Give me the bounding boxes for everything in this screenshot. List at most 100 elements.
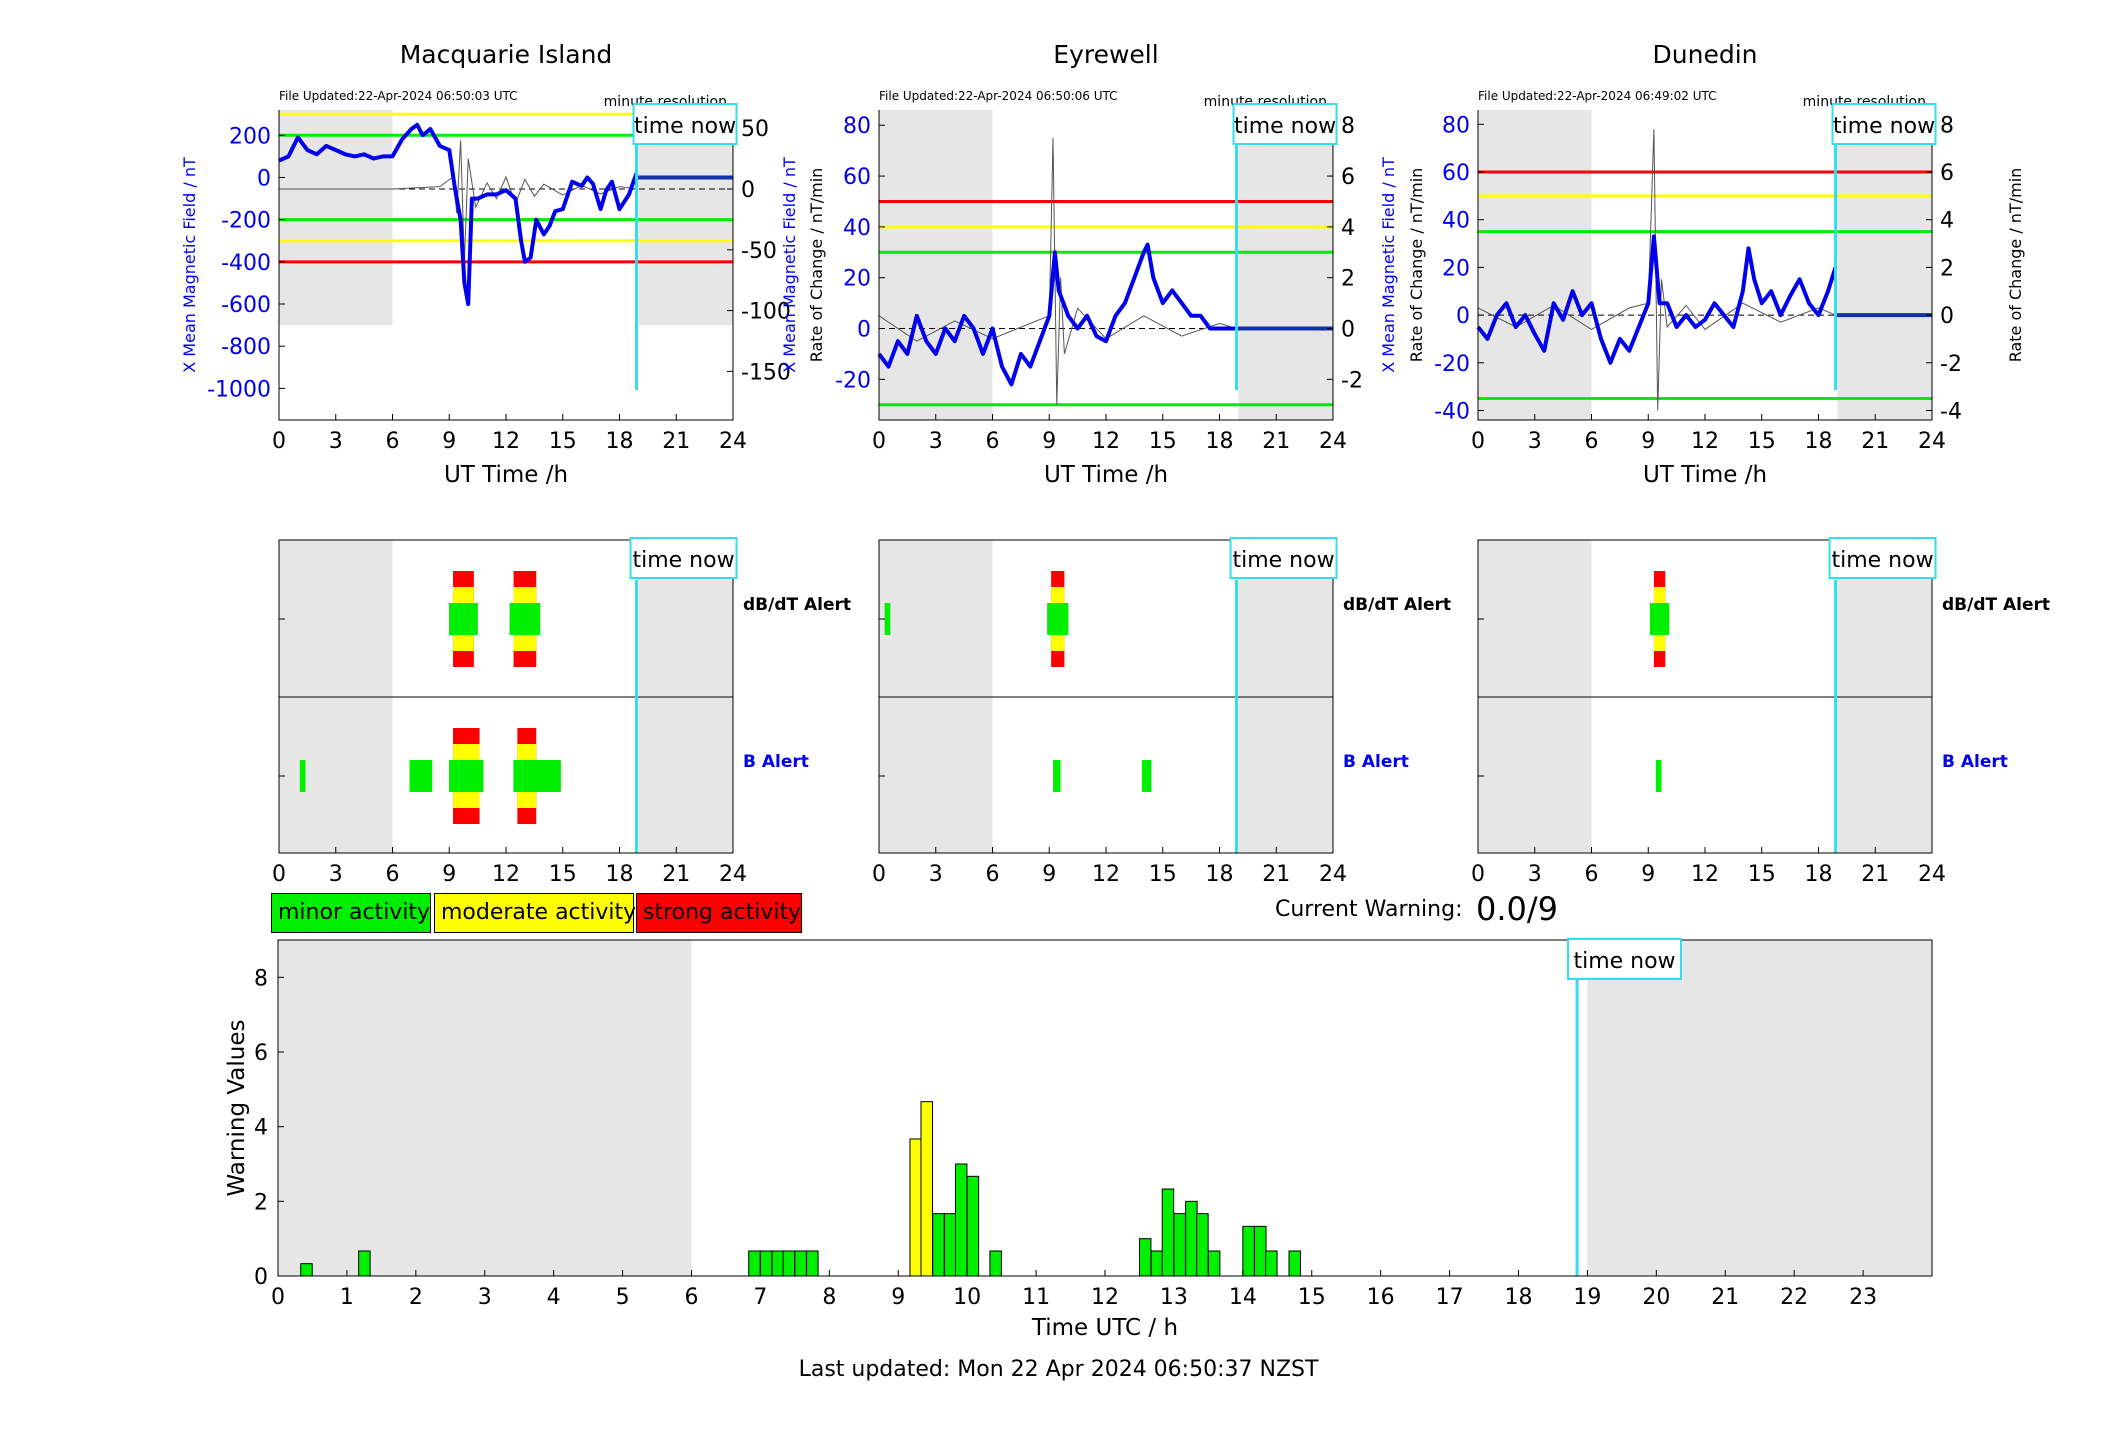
y-tick-label: 20 bbox=[1442, 256, 1470, 281]
time-now-marker-box bbox=[1567, 938, 1682, 980]
field-series-line bbox=[1476, 234, 1838, 365]
warning-bar bbox=[966, 1175, 980, 1277]
x-tick-label: 3 bbox=[329, 429, 343, 454]
x-tick-label: 18 bbox=[606, 862, 634, 887]
x-tick-label: 23 bbox=[1849, 1285, 1877, 1310]
y-tick-label: 0 bbox=[857, 318, 871, 343]
warning-bar bbox=[1138, 1238, 1152, 1277]
warning-bar bbox=[771, 1250, 785, 1277]
x-tick-label: 21 bbox=[1262, 429, 1290, 454]
legend-minor-label: minor activity bbox=[278, 900, 431, 925]
x-tick-label: 21 bbox=[662, 862, 690, 887]
time-now-marker-box bbox=[629, 537, 738, 579]
time-now-marker-label: time now bbox=[1831, 548, 1933, 573]
y-right-tick-label: 4 bbox=[1940, 209, 1954, 234]
x-tick-label: 0 bbox=[872, 429, 886, 454]
warning-bar bbox=[1196, 1213, 1209, 1277]
x-tick-label: 10 bbox=[953, 1285, 981, 1310]
x-tick-label: 15 bbox=[1149, 862, 1177, 887]
y-tick-label: -20 bbox=[835, 368, 871, 393]
warning-bar bbox=[1254, 1225, 1267, 1277]
x-tick-label: 7 bbox=[753, 1285, 767, 1310]
file-updated-text: File Updated:22-Apr-2024 06:50:06 UTC bbox=[879, 89, 1118, 103]
x-tick-label: 22 bbox=[1780, 1285, 1808, 1310]
x-axis-label: UT Time /h bbox=[1044, 462, 1168, 488]
y-right-tick-label: -150 bbox=[741, 360, 791, 385]
y-tick-label: -1000 bbox=[207, 377, 271, 402]
warning-bar bbox=[1161, 1188, 1175, 1277]
warning-bar bbox=[943, 1213, 957, 1277]
warning-bar bbox=[806, 1250, 819, 1277]
x-tick-label: 12 bbox=[1091, 1285, 1119, 1310]
x-tick-label: 15 bbox=[1748, 429, 1776, 454]
x-tick-label: 9 bbox=[442, 862, 456, 887]
y-tick-label: 40 bbox=[843, 216, 871, 241]
x-tick-label: 17 bbox=[1436, 1285, 1464, 1310]
x-axis-label: UT Time /h bbox=[444, 462, 568, 488]
y-right-tick-label: 8 bbox=[1341, 114, 1355, 139]
y-tick-label: 80 bbox=[843, 114, 871, 139]
shade-region bbox=[638, 110, 733, 326]
y-right-tick-label: -2 bbox=[1341, 368, 1363, 393]
x-tick-label: 9 bbox=[1042, 862, 1056, 887]
alert-block-minor bbox=[449, 603, 478, 635]
x-tick-label: 24 bbox=[1319, 429, 1347, 454]
time-now-marker-label: time now bbox=[1833, 114, 1935, 139]
y-tick-label: 0 bbox=[254, 1265, 268, 1290]
warning-bar bbox=[909, 1138, 922, 1277]
shade-region bbox=[879, 110, 993, 420]
x-tick-label: 12 bbox=[1691, 429, 1719, 454]
y-tick-label: 2 bbox=[254, 1190, 268, 1215]
station-title: Dunedin bbox=[1653, 40, 1758, 69]
x-tick-label: 12 bbox=[492, 429, 520, 454]
y-right-axis-label: Rate of Change / nT/min bbox=[2006, 168, 2025, 363]
y-tick-label: -800 bbox=[221, 335, 271, 360]
warning-bar bbox=[1150, 1250, 1164, 1277]
alert-row-label: dB/dT Alert bbox=[1942, 595, 2050, 615]
alert-row-label: B Alert bbox=[1343, 752, 1409, 772]
y-tick-label: 0 bbox=[1456, 304, 1470, 329]
x-tick-label: 21 bbox=[1861, 429, 1889, 454]
y-tick-label: 200 bbox=[229, 124, 271, 149]
x-tick-label: 15 bbox=[549, 429, 577, 454]
x-tick-label: 1 bbox=[340, 1285, 354, 1310]
station-panel-2: Dunedin File Updated:22-Apr-2024 06:49:02… bbox=[1379, 40, 2025, 488]
x-tick-label: 0 bbox=[1471, 862, 1485, 887]
time-now-marker-label: time now bbox=[1573, 949, 1675, 974]
x-axis-label: UT Time /h bbox=[1643, 462, 1767, 488]
x-tick-label: 15 bbox=[1149, 429, 1177, 454]
x-tick-label: 6 bbox=[986, 429, 1000, 454]
y-axis-label: X Mean Magnetic Field / nT bbox=[1379, 157, 1398, 373]
x-axis-label: Time UTC / h bbox=[1031, 1315, 1178, 1341]
x-tick-label: 21 bbox=[1711, 1285, 1739, 1310]
x-tick-label: 9 bbox=[1641, 429, 1655, 454]
alert-panel-1: dB/dT Alert B Alert 0 3 6 9 12 15 18 21 24 bbox=[872, 539, 1451, 887]
alert-block-minor bbox=[1141, 760, 1152, 792]
x-tick-label: 18 bbox=[1805, 862, 1833, 887]
x-tick-label: 18 bbox=[1505, 1285, 1533, 1310]
y-tick-label: 80 bbox=[1442, 113, 1470, 138]
x-tick-label: 24 bbox=[1918, 862, 1946, 887]
x-tick-label: 18 bbox=[1206, 429, 1234, 454]
x-tick-label: 0 bbox=[272, 862, 286, 887]
x-tick-label: 3 bbox=[929, 429, 943, 454]
time-now-marker-box bbox=[632, 103, 738, 145]
x-tick-label: 4 bbox=[547, 1285, 561, 1310]
station-panel-0: Macquarie Island File Updated:22-Apr-2024… bbox=[180, 40, 826, 488]
x-tick-label: 12 bbox=[1092, 429, 1120, 454]
time-now-marker-box bbox=[1831, 103, 1937, 145]
shade-region bbox=[1587, 940, 1932, 1276]
x-tick-label: 6 bbox=[685, 1285, 699, 1310]
station-title: Eyrewell bbox=[1053, 40, 1158, 69]
x-tick-label: 24 bbox=[719, 429, 747, 454]
alert-row-label: B Alert bbox=[1942, 752, 2008, 772]
y-tick-label: -600 bbox=[221, 293, 271, 318]
x-tick-label: 11 bbox=[1022, 1285, 1050, 1310]
x-tick-label: 5 bbox=[616, 1285, 630, 1310]
y-axis-label: X Mean Magnetic Field / nT bbox=[780, 157, 799, 373]
x-tick-label: 0 bbox=[1471, 429, 1485, 454]
x-tick-label: 21 bbox=[1861, 862, 1889, 887]
warning-bar bbox=[954, 1163, 968, 1277]
x-tick-label: 12 bbox=[492, 862, 520, 887]
